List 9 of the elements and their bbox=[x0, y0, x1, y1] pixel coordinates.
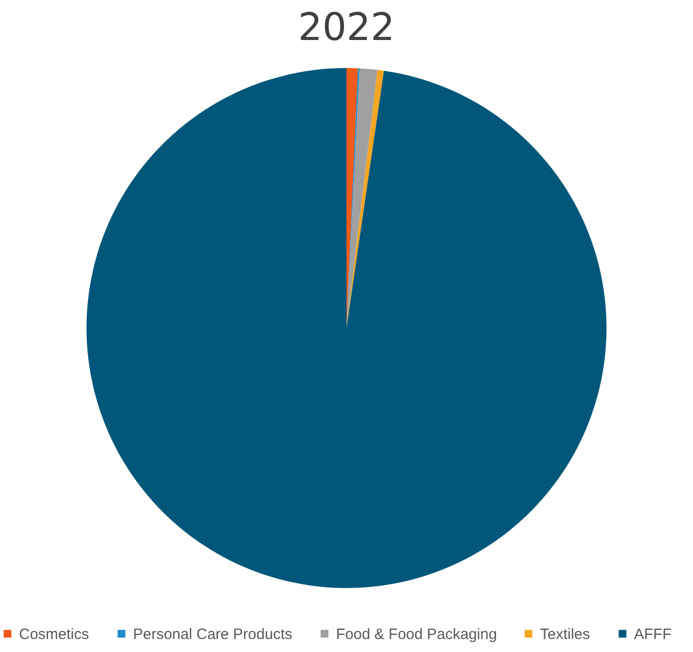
legend-label: Textiles bbox=[540, 626, 590, 643]
legend-label: AFFF bbox=[634, 626, 672, 643]
legend-label: Cosmetics bbox=[19, 626, 90, 643]
pie-slice bbox=[346, 68, 378, 328]
pie-slice bbox=[86, 68, 606, 588]
chart-title: 2022 bbox=[298, 5, 395, 49]
legend-label: Food & Food Packaging bbox=[336, 626, 497, 643]
legend-label: Personal Care Products bbox=[133, 626, 292, 643]
pie-slice bbox=[346, 70, 384, 328]
